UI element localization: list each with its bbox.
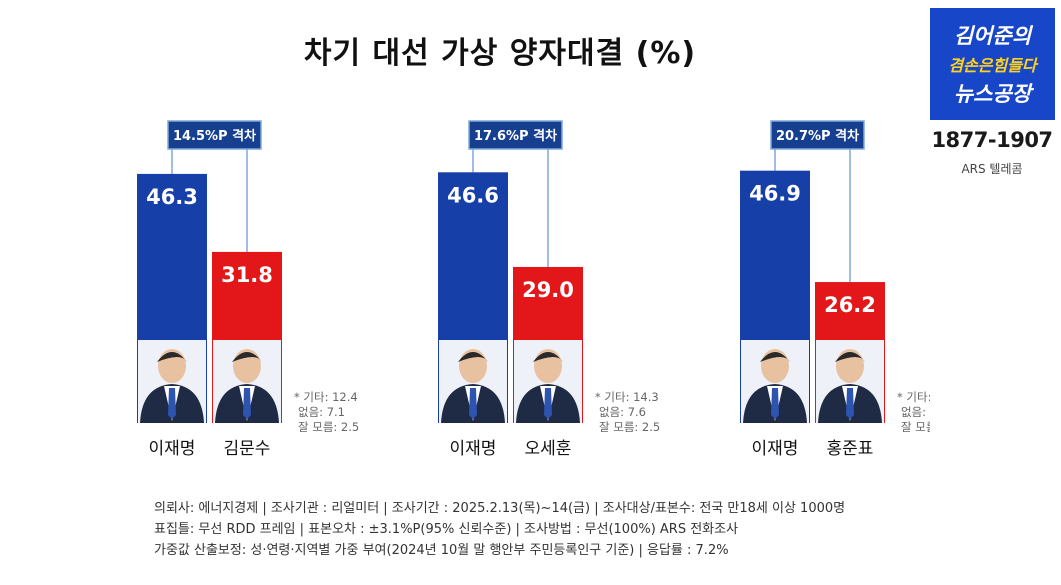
portrait-hair xyxy=(760,352,790,362)
portrait-tie xyxy=(544,388,552,419)
data-label: 46.6 xyxy=(447,183,499,207)
logo-line-3: 뉴스공장 xyxy=(953,82,1032,106)
survey-notes: 의뢰사: 에너지경제 | 조사기관 : 리얼미터 | 조사기간 : 2025.2… xyxy=(154,498,845,561)
portrait-tie xyxy=(243,388,251,419)
category-label: 이재명 xyxy=(149,439,196,459)
note-line: 가중값 산출보정: 성·연령·지역별 가중 부여(2024년 10월 말 행안부… xyxy=(154,543,729,558)
others-annotation: * 기타: 12.4 xyxy=(294,390,358,404)
others-annotation: 잘 모름: 2.5 xyxy=(599,420,660,434)
others-annotation: 없음: 7.1 xyxy=(298,405,345,419)
note-line: 표집틀: 무선 RDD 프레임 | 표본오차 : ±3.1%P(95% 신뢰수준… xyxy=(154,522,739,537)
logo-method: ARS 텔레콤 xyxy=(961,162,1023,176)
data-label: 31.8 xyxy=(221,263,273,287)
logo-line-2: 겸손은힘들다 xyxy=(948,56,1037,75)
gap-label-box xyxy=(468,120,563,150)
category-label: 오세훈 xyxy=(525,439,572,459)
data-label: 26.2 xyxy=(824,293,876,317)
gap-label: 14.5%P 격차 xyxy=(173,128,256,144)
candidate-portrait xyxy=(741,340,809,423)
category-label: 이재명 xyxy=(450,439,497,459)
gap-label: 17.6%P 격차 xyxy=(474,128,557,144)
portrait-tie xyxy=(771,388,779,419)
portrait-hair xyxy=(232,352,262,362)
chart-area: 14.5%P 격차 46.3 31.8 이재명 김문수 * 기타: 12.4없음: 7.1… xyxy=(137,120,930,459)
others-annotation: * 기타: 14.3 xyxy=(595,390,659,404)
category-label: 김문수 xyxy=(224,439,271,459)
others-annotation: 잘 모름: 2.2 xyxy=(901,420,930,434)
portrait-tie xyxy=(846,388,854,419)
category-label: 이재명 xyxy=(752,439,799,459)
candidate-portrait xyxy=(213,340,281,423)
program-logo: 김어준의 겸손은힘들다 뉴스공장 xyxy=(930,8,1055,120)
portrait-hair xyxy=(835,352,865,362)
portrait-hair xyxy=(458,352,488,362)
chart-title: 차기 대선 가상 양자대결 (%) xyxy=(303,36,697,71)
others-annotation: 없음: 7.6 xyxy=(599,405,646,419)
data-label: 46.3 xyxy=(146,185,198,209)
gap-label: 20.7%P 격차 xyxy=(776,128,859,144)
candidate-portrait xyxy=(439,340,507,423)
others-annotation: 잘 모름: 2.5 xyxy=(298,420,359,434)
candidate-portrait xyxy=(514,340,582,423)
portrait-tie xyxy=(168,388,176,419)
logo-years: 1877-1907 xyxy=(931,128,1053,152)
note-line: 의뢰사: 에너지경제 | 조사기관 : 리얼미터 | 조사기간 : 2025.2… xyxy=(154,501,846,516)
portrait-hair xyxy=(157,352,187,362)
gap-label-box xyxy=(770,120,865,150)
others-annotation: 없음: 7.7 xyxy=(901,405,930,419)
logo-line-1: 김어준의 xyxy=(953,24,1032,48)
data-label: 29.0 xyxy=(522,278,574,302)
portrait-hair xyxy=(533,352,563,362)
gap-label-box xyxy=(167,120,262,150)
others-annotation: * 기타: 16.9 xyxy=(897,390,930,404)
data-label: 46.9 xyxy=(749,182,801,206)
portrait-tie xyxy=(469,388,477,419)
candidate-portrait xyxy=(138,340,206,423)
category-label: 홍준표 xyxy=(827,439,874,459)
candidate-portrait xyxy=(816,340,884,423)
